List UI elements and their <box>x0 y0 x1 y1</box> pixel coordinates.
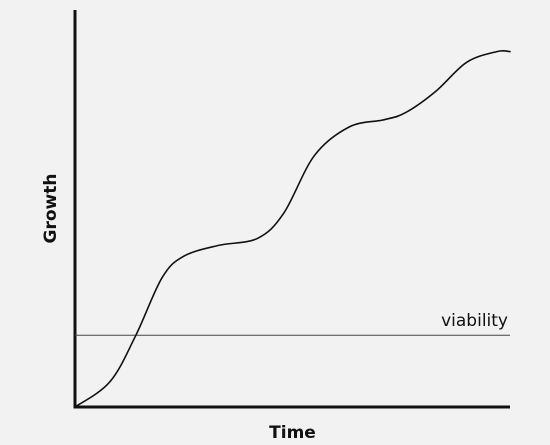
x-axis-title: Time <box>269 423 316 443</box>
y-axis-title: Growth <box>41 174 61 244</box>
growth-curve <box>74 50 511 408</box>
viability-label: viability <box>441 311 508 331</box>
